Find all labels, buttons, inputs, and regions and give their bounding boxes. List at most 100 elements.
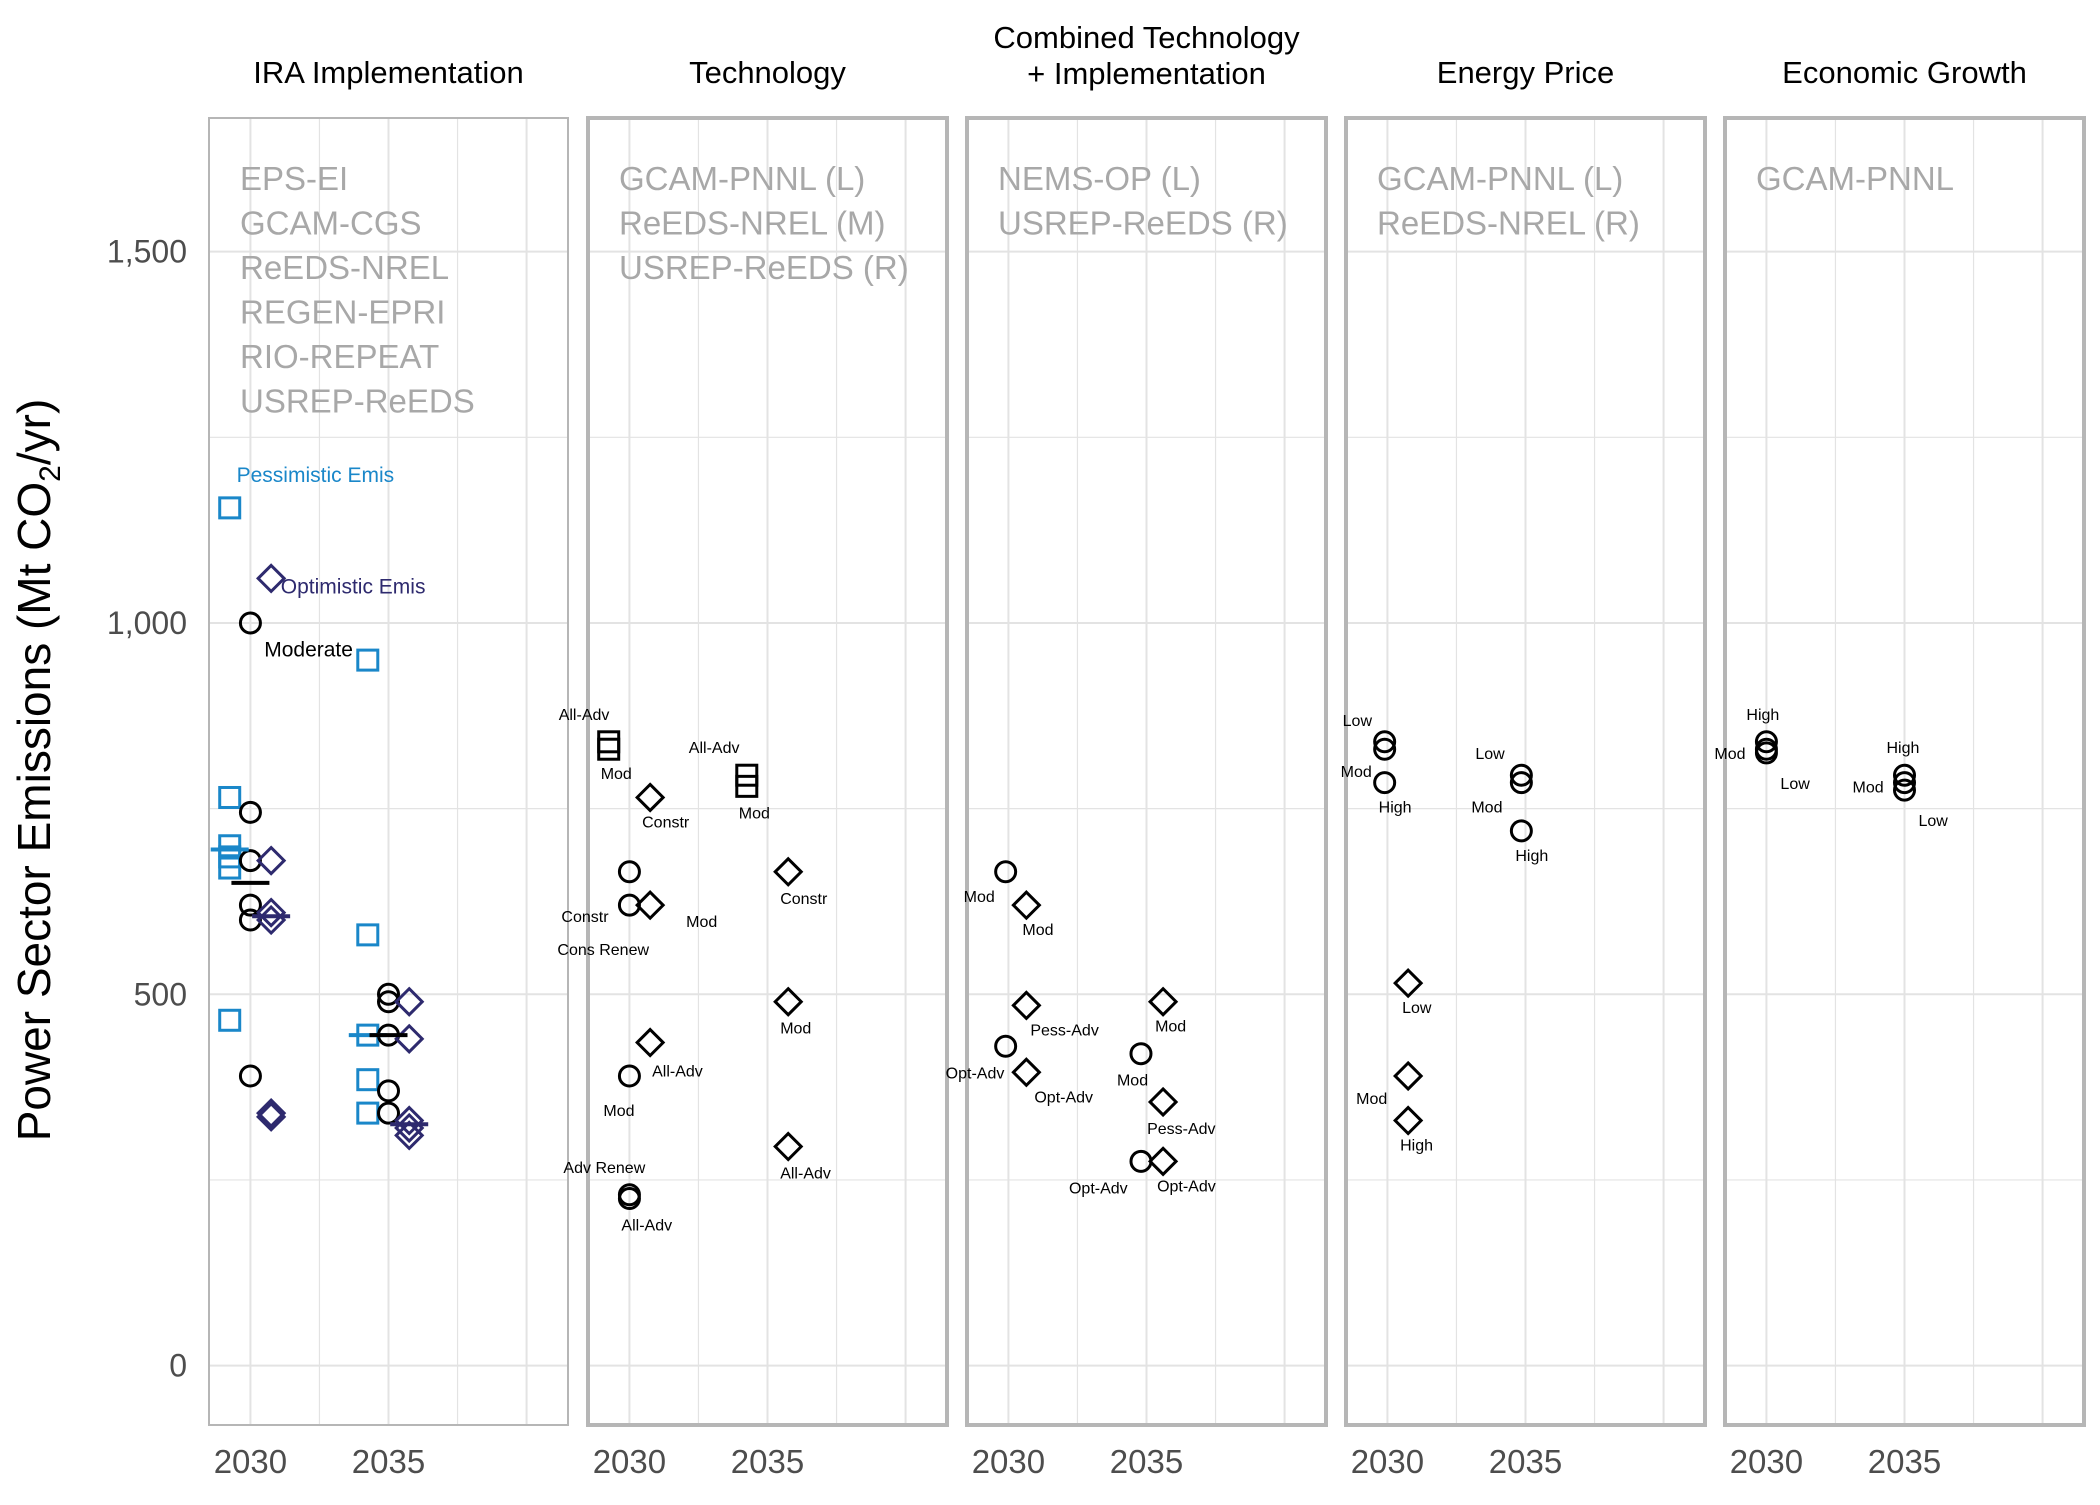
data-point-diamond <box>256 845 287 876</box>
point-label: Mod <box>603 1103 634 1120</box>
point-label: Mod <box>1341 764 1372 781</box>
panel-title: Technology <box>689 55 846 90</box>
model-name: NEMS-OP (L) <box>998 160 1201 197</box>
y-axis-label: Power Sector Emissions (Mt CO2/yr) <box>8 399 67 1142</box>
data-point-circle <box>1509 819 1533 843</box>
data-point-diamond <box>1147 1086 1179 1118</box>
x-tick-label: 2030 <box>593 1443 666 1480</box>
data-point-circle <box>617 860 641 884</box>
data-point-circle <box>1754 730 1778 754</box>
data-point-circle <box>377 990 400 1014</box>
data-point-square <box>356 648 380 672</box>
x-tick-label: 2030 <box>1351 1443 1424 1480</box>
point-label: Low <box>1780 776 1810 793</box>
data-point-square <box>735 774 759 798</box>
data-point-square <box>218 1008 242 1032</box>
x-tick-label: 2035 <box>1868 1443 1941 1480</box>
series-annotation: Optimistic Emis <box>281 575 426 598</box>
panel-frame <box>1344 116 1707 1427</box>
data-point-square <box>218 856 242 880</box>
data-point-diamond <box>1393 1105 1424 1136</box>
model-name: GCAM-CGS <box>240 205 422 242</box>
point-label: Constr <box>561 909 609 926</box>
point-label: All-Adv <box>621 1218 672 1235</box>
panel-frames <box>208 116 2086 1427</box>
y-tick-label: 1,500 <box>107 234 187 270</box>
point-label: Mod <box>686 914 717 931</box>
point-label: Mod <box>1155 1019 1186 1036</box>
panel-title: IRA Implementation <box>253 55 524 90</box>
data-point-circle <box>1509 763 1533 787</box>
point-label: Low <box>1475 746 1505 763</box>
text-layer: 0 500 1,000 1,500 IRA Implementation 2030 2035… <box>107 20 2027 1480</box>
data-point-diamond <box>394 1023 425 1054</box>
point-label: Constr <box>642 814 690 831</box>
data-point-square <box>597 737 621 761</box>
model-name: ReEDS-NREL (M) <box>619 205 885 242</box>
grid-layer <box>209 118 2084 1425</box>
point-label: Opt-Adv <box>1034 1089 1093 1106</box>
data-point-square <box>597 730 621 754</box>
point-label: High <box>1887 740 1920 757</box>
y-tick-label: 500 <box>134 976 187 1012</box>
data-point-diamond <box>773 986 804 1017</box>
x-tick-label: 2035 <box>1489 1443 1562 1480</box>
model-name: USREP-ReEDS <box>240 383 475 420</box>
data-point-square <box>218 785 242 809</box>
point-label: Opt-Adv <box>946 1065 1005 1082</box>
data-point-diamond <box>1011 1057 1042 1088</box>
data-point-circle <box>1893 771 1916 795</box>
point-label: Cons Renew <box>557 942 649 959</box>
data-point-diamond <box>773 856 804 887</box>
point-label: Mod <box>601 766 632 783</box>
data-point-diamond <box>256 1097 287 1129</box>
data-point-circle <box>377 1101 400 1125</box>
x-tick-label: 2030 <box>972 1443 1045 1480</box>
series-annotation: Moderate <box>264 638 353 661</box>
point-label: Mod <box>1117 1073 1148 1090</box>
point-label: High <box>1400 1138 1433 1155</box>
point-label: Mod <box>739 805 770 822</box>
y-axis-label-tail: /yr) <box>8 399 60 465</box>
x-tick-label: 2035 <box>731 1443 804 1480</box>
data-point-circle <box>377 982 400 1006</box>
data-point-diamond <box>256 897 287 928</box>
data-point-circle <box>994 1034 1018 1058</box>
x-tick-label: 2030 <box>214 1443 287 1480</box>
data-point-diamond <box>1011 890 1042 921</box>
marks-layer <box>210 496 1916 1211</box>
panel-frame <box>586 116 949 1427</box>
panel-frame <box>208 117 569 1426</box>
data-point-square <box>356 1068 380 1092</box>
data-point-circle <box>1754 741 1778 765</box>
point-label: Mod <box>964 889 995 906</box>
point-label: High <box>1379 800 1412 817</box>
data-point-diamond <box>256 904 287 936</box>
y-axis-label-main: Power Sector Emissions (Mt CO <box>8 482 60 1141</box>
data-point-diamond <box>256 1101 287 1132</box>
model-name: REGEN-EPRI <box>240 294 445 331</box>
point-label: Low <box>1919 813 1949 830</box>
data-point-circle <box>238 611 262 635</box>
data-point-diamond <box>394 1112 425 1144</box>
model-name: RIO-REPEAT <box>240 338 439 375</box>
point-label: Constr <box>780 891 828 908</box>
data-point-diamond <box>394 1105 425 1136</box>
data-point-circle <box>377 1079 400 1103</box>
panel-title: Combined Technology <box>993 20 1300 55</box>
data-point-circle <box>617 1187 641 1211</box>
data-point-circle <box>1893 763 1916 787</box>
point-label: High <box>1746 707 1779 724</box>
panel-frame <box>965 116 1328 1427</box>
data-point-circle <box>1129 1042 1153 1066</box>
point-label: Mod <box>1022 922 1053 939</box>
model-name: USREP-ReEDS (R) <box>998 205 1288 242</box>
point-label: High <box>1515 848 1548 865</box>
point-label: Opt-Adv <box>1069 1180 1128 1197</box>
point-label: Mod <box>1356 1091 1387 1108</box>
y-tick-label: 1,000 <box>107 605 187 641</box>
model-name: GCAM-PNNL (L) <box>619 160 865 197</box>
point-label: All-Adv <box>559 707 610 724</box>
data-point-diamond <box>256 563 287 594</box>
model-name: ReEDS-NREL (R) <box>1377 205 1640 242</box>
